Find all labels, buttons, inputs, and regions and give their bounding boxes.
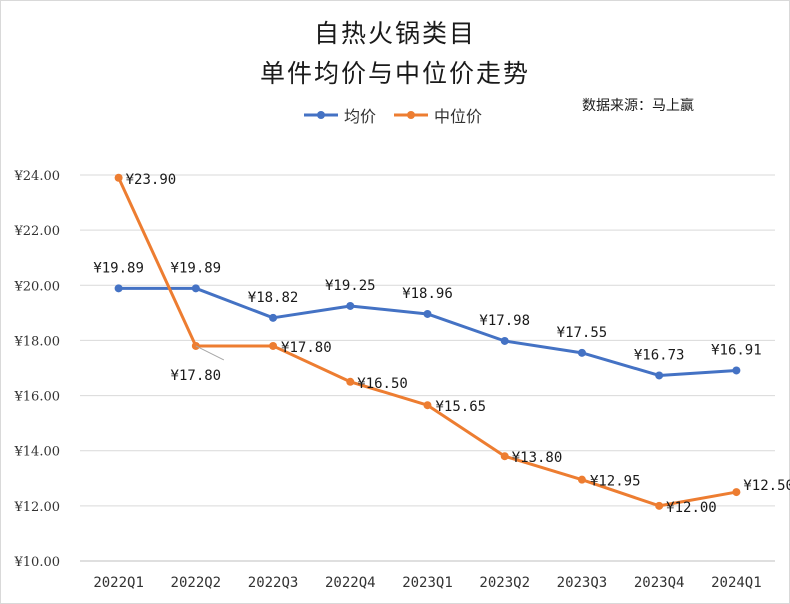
data-point-avg [114, 284, 123, 293]
label-leader-line [195, 345, 225, 361]
y-tick-label: ¥20.00 [14, 279, 61, 294]
data-point-median [423, 401, 432, 410]
data-label-median: ¥12.00 [666, 500, 717, 516]
legend: 均价 中位价 [304, 104, 482, 126]
x-tick-label: 2023Q2 [479, 575, 530, 591]
data-label-median: ¥17.80 [281, 340, 332, 356]
data-label-avg: ¥19.89 [93, 260, 144, 276]
data-label-avg: ¥18.96 [402, 286, 453, 302]
data-label-avg: ¥17.55 [557, 325, 608, 341]
source-note: 数据来源：马上赢 [582, 98, 694, 114]
x-tick-label: 2023Q1 [402, 575, 453, 591]
data-point-median [500, 452, 509, 461]
data-label-avg: ¥16.91 [711, 342, 762, 358]
data-label-median: ¥16.50 [357, 376, 408, 392]
chart-title-line-2: 单件均价与中位价走势 [259, 59, 530, 88]
y-tick-label: ¥22.00 [14, 224, 61, 239]
x-tick-label: 2022Q1 [93, 575, 144, 591]
data-point-avg [346, 301, 355, 310]
x-tick-label: 2022Q2 [171, 575, 222, 591]
x-tick-label: 2024Q1 [711, 575, 762, 591]
legend-swatch-avg [304, 111, 338, 119]
data-label-avg: ¥19.89 [171, 260, 222, 276]
data-label-avg: ¥18.82 [248, 290, 299, 306]
y-tick-label: ¥14.00 [14, 445, 61, 460]
data-point-median [655, 501, 664, 510]
data-label-median: ¥23.90 [126, 172, 177, 188]
data-point-avg [423, 309, 432, 318]
x-tick-label: 2023Q4 [634, 575, 685, 591]
data-point-avg [500, 336, 509, 345]
y-tick-label: ¥12.00 [14, 500, 61, 515]
data-label-median: ¥12.95 [590, 474, 641, 490]
data-label-median: ¥12.50 [743, 478, 790, 494]
data-point-avg [269, 313, 278, 322]
y-tick-label: ¥24.00 [14, 169, 61, 184]
x-tick-label: 2023Q3 [557, 575, 608, 591]
data-point-median [346, 377, 355, 386]
data-point-median [269, 341, 278, 350]
data-label-avg: ¥19.25 [325, 278, 376, 294]
x-tick-label: 2022Q3 [248, 575, 299, 591]
data-point-avg [655, 371, 664, 380]
data-label-median: ¥17.80 [171, 368, 222, 384]
legend-item-avg: 均价 [304, 103, 376, 127]
legend-item-median: 中位价 [394, 103, 482, 127]
legend-label-avg: 均价 [344, 107, 377, 126]
legend-label-median: 中位价 [434, 107, 483, 126]
data-point-avg [577, 348, 586, 357]
data-point-avg [191, 284, 200, 293]
data-label-avg: ¥17.98 [479, 313, 530, 329]
y-tick-label: ¥18.00 [14, 334, 61, 349]
data-point-median [732, 488, 741, 497]
chart-title-line-1: 自热火锅类目 [313, 19, 476, 48]
data-label-median: ¥13.80 [512, 450, 563, 466]
data-point-avg [732, 366, 741, 375]
y-tick-label: ¥16.00 [14, 390, 61, 405]
data-label-median: ¥15.65 [436, 399, 487, 415]
data-point-median [114, 173, 123, 182]
legend-swatch-median [394, 111, 429, 119]
x-tick-label: 2022Q4 [325, 575, 376, 591]
series-line-median [117, 177, 737, 508]
data-point-median [577, 475, 586, 484]
y-tick-label: ¥10.00 [14, 555, 61, 570]
data-label-avg: ¥16.73 [634, 347, 685, 363]
